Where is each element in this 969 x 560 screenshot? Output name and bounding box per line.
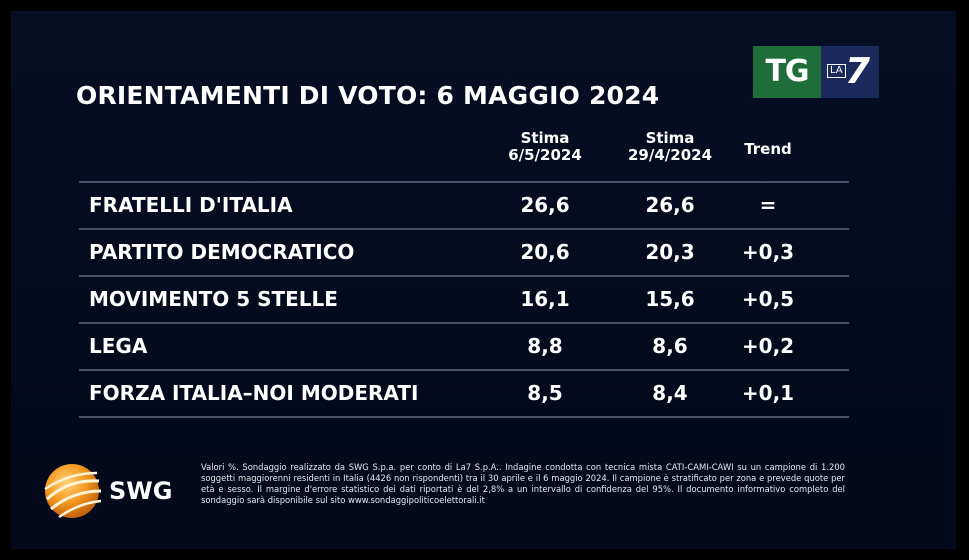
tg-la7-logo: TG LA 7 bbox=[753, 46, 879, 98]
stima-previous-value: 26,6 bbox=[645, 193, 695, 217]
tg-logo-text: TG bbox=[753, 46, 821, 98]
row-divider bbox=[79, 369, 849, 371]
column-header-stima-current: Stima 6/5/2024 bbox=[495, 130, 595, 164]
table-row: MOVIMENTO 5 STELLE 16,1 15,6 +0,5 bbox=[79, 277, 849, 322]
trend-value: = bbox=[759, 193, 777, 217]
column-header-line1: Trend bbox=[744, 140, 792, 158]
row-divider bbox=[79, 181, 849, 183]
poll-panel: ORIENTAMENTI DI VOTO: 6 MAGGIO 2024 TG L… bbox=[11, 11, 956, 549]
swg-logo: SWG bbox=[39, 459, 189, 523]
stima-previous-value: 8,4 bbox=[652, 381, 688, 405]
stima-current-value: 8,8 bbox=[527, 334, 563, 358]
row-divider bbox=[79, 275, 849, 277]
row-divider bbox=[79, 322, 849, 324]
row-divider bbox=[79, 228, 849, 230]
stima-previous-value: 20,3 bbox=[645, 240, 695, 264]
stima-previous-value: 15,6 bbox=[645, 287, 695, 311]
party-name: FRATELLI D'ITALIA bbox=[89, 193, 293, 217]
page-title: ORIENTAMENTI DI VOTO: 6 MAGGIO 2024 bbox=[76, 81, 660, 110]
column-header-line2: 29/4/2024 bbox=[627, 146, 713, 164]
column-header-line1: Stima bbox=[520, 129, 570, 147]
trend-value: +0,5 bbox=[741, 287, 795, 311]
column-header-line1: Stima bbox=[645, 129, 695, 147]
trend-value: +0,1 bbox=[741, 381, 795, 405]
swg-logo-text: SWG bbox=[109, 477, 173, 505]
trend-value: +0,2 bbox=[741, 334, 795, 358]
stima-current-value: 26,6 bbox=[520, 193, 570, 217]
swg-globe-icon bbox=[44, 464, 102, 519]
stima-current-value: 16,1 bbox=[520, 287, 570, 311]
methodology-note: Valori %. Sondaggio realizzato da SWG S.… bbox=[201, 462, 845, 505]
la7-logo: LA 7 bbox=[821, 46, 879, 98]
poll-table: FRATELLI D'ITALIA 26,6 26,6 = PARTITO DE… bbox=[79, 181, 849, 418]
column-header-line2: 6/5/2024 bbox=[508, 146, 582, 164]
table-row: PARTITO DEMOCRATICO 20,6 20,3 +0,3 bbox=[79, 230, 849, 275]
la7-logo-la: LA bbox=[827, 64, 846, 78]
column-header-stima-previous: Stima 29/4/2024 bbox=[614, 130, 726, 164]
row-divider bbox=[79, 416, 849, 418]
trend-value: +0,3 bbox=[741, 240, 795, 264]
party-name: LEGA bbox=[89, 334, 148, 358]
la7-logo-seven: 7 bbox=[845, 51, 871, 92]
stima-current-value: 20,6 bbox=[520, 240, 570, 264]
party-name: MOVIMENTO 5 STELLE bbox=[89, 287, 338, 311]
table-row: FORZA ITALIA–NOI MODERATI 8,5 8,4 +0,1 bbox=[79, 371, 849, 416]
party-name: PARTITO DEMOCRATICO bbox=[89, 240, 355, 264]
stima-current-value: 8,5 bbox=[527, 381, 563, 405]
table-row: LEGA 8,8 8,6 +0,2 bbox=[79, 324, 849, 369]
stima-previous-value: 8,6 bbox=[652, 334, 688, 358]
party-name: FORZA ITALIA–NOI MODERATI bbox=[89, 381, 419, 405]
column-header-trend: Trend bbox=[733, 141, 803, 158]
table-row: FRATELLI D'ITALIA 26,6 26,6 = bbox=[79, 183, 849, 228]
